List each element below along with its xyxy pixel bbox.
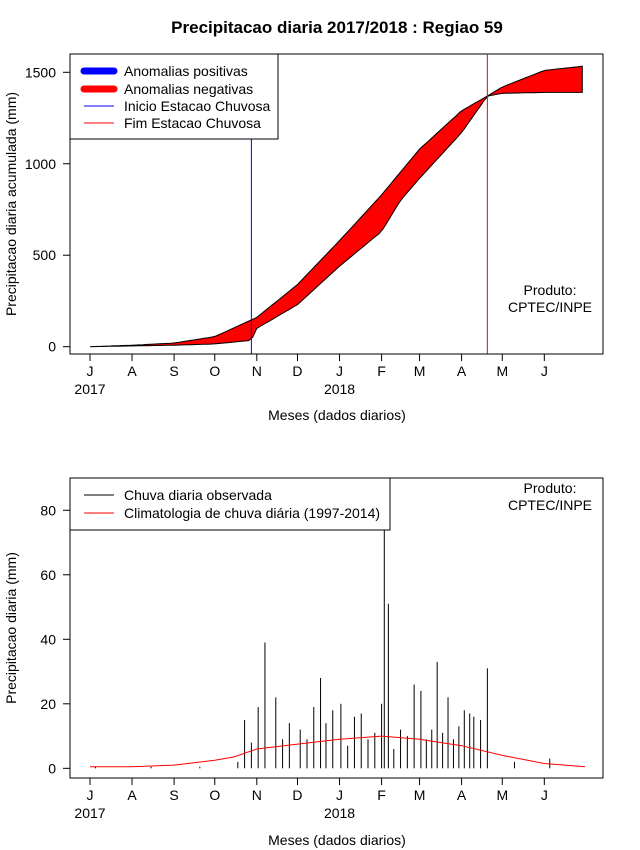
x-tick-label: A [127,363,137,379]
x-tick-label: J [541,363,548,379]
x-year-label: 2017 [74,381,105,397]
legend-box [69,477,391,531]
x-tick-label: N [252,363,262,379]
legend-entry-climatology: Climatologia de chuva diária (1997-2014) [124,505,380,521]
x-year-label: 2017 [74,805,105,821]
product-note-line1: Produto: [524,282,577,298]
x-tick-label: M [414,363,426,379]
y-tick-label: 1000 [25,156,56,172]
x-tick-label: J [336,363,343,379]
product-note-line1: Produto: [524,480,577,496]
legend: Chuva diaria observada Climatologia de c… [69,477,391,531]
x-tick-label: S [169,363,178,379]
x-tick-label: D [292,787,302,803]
x-axis-label: Meses (dados diarios) [268,407,406,423]
x-tick-label: F [377,787,386,803]
y-tick-label: 60 [40,567,56,583]
legend-box [69,53,279,140]
climatology-line [90,735,586,768]
chart-title: Precipitacao diaria 2017/2018 : Regiao 5… [171,18,503,37]
x-tick-label: N [252,787,262,803]
legend-entry-observed: Chuva diaria observada [124,487,272,503]
x-tick-label: J [87,363,94,379]
x-tick-label: M [496,363,508,379]
x-year-label: 2018 [324,805,355,821]
legend-entry-onset: Inicio Estacao Chuvosa [124,98,271,114]
x-axis: J A S O N D J F M A M J 2017 2018 [74,777,548,821]
y-axis-label: Precipitacao diaria (mm) [3,552,19,704]
y-tick-label: 80 [40,502,56,518]
legend-entry-end: Fim Estacao Chuvosa [124,115,261,131]
observed-bars-layer [94,523,551,769]
x-tick-label: O [209,363,220,379]
accumulated-panel: J A S O N D J F M A M J 2017 2018 0 500 1000 1500 Precip… [3,53,604,423]
x-tick-label: M [496,787,508,803]
x-tick-label: M [414,787,426,803]
y-axis: 0 500 1000 1500 [25,64,71,355]
legend: Anomalias positivas Anomalias negativas … [69,53,279,140]
product-note-line2: CPTEC/INPE [508,299,592,315]
climatology-line-layer [90,735,586,768]
legend-entry-positive: Anomalias positivas [124,63,248,79]
y-tick-label: 0 [48,760,56,776]
x-tick-label: O [209,787,220,803]
product-note-line2: CPTEC/INPE [508,497,592,513]
x-axis-label: Meses (dados diarios) [268,832,406,848]
y-axis-label: Precipitacao diaria acumulada (mm) [3,92,19,316]
x-tick-label: J [541,787,548,803]
y-tick-label: 1500 [25,64,56,80]
x-tick-label: J [336,787,343,803]
x-tick-label: A [457,363,467,379]
x-tick-label: D [292,363,302,379]
x-year-label: 2018 [324,381,355,397]
anomaly-area-layer [89,65,583,348]
x-tick-label: J [87,787,94,803]
daily-panel: J A S O N D J F M A M J 2017 2018 0 20 40 60 80 Precipita… [3,477,604,848]
y-tick-label: 40 [40,631,56,647]
legend-entry-negative: Anomalias negativas [124,81,253,97]
x-tick-label: A [457,787,467,803]
x-axis: J A S O N D J F M A M J 2017 2018 [74,353,548,397]
y-tick-label: 500 [33,247,57,263]
x-tick-label: F [377,363,386,379]
y-tick-label: 0 [48,339,56,355]
negative-anomaly-band [89,65,583,348]
x-tick-label: S [169,787,178,803]
y-axis: 0 20 40 60 80 [40,502,71,776]
x-tick-label: A [127,787,137,803]
y-tick-label: 20 [40,696,56,712]
